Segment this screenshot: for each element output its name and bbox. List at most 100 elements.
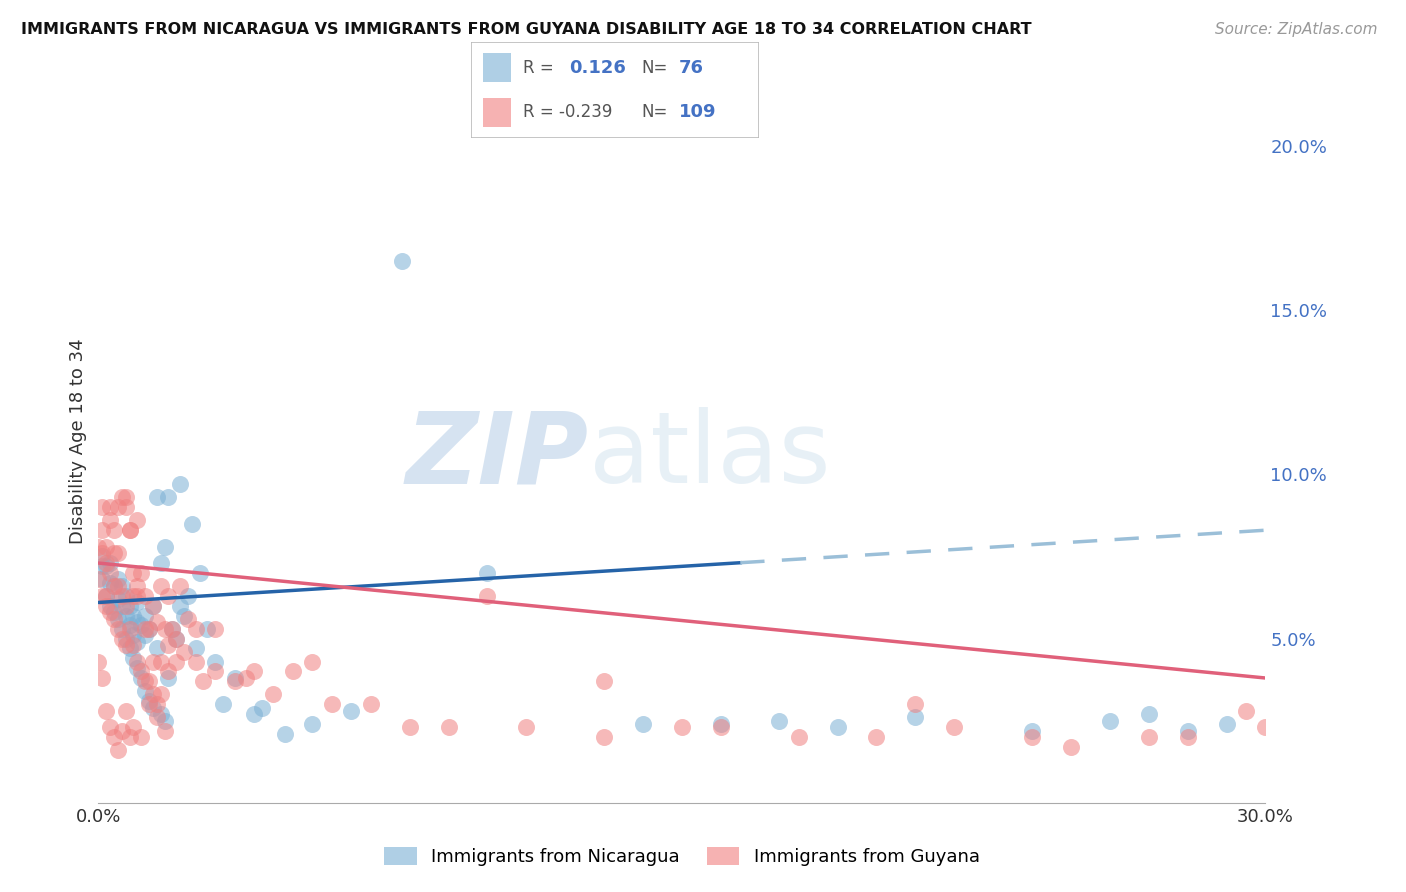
Point xyxy=(1021,730,1043,744)
Point xyxy=(142,687,165,701)
Point xyxy=(87,655,110,669)
Point xyxy=(146,641,169,656)
Point xyxy=(1215,717,1237,731)
Point xyxy=(111,579,134,593)
Point xyxy=(224,671,246,685)
Point xyxy=(1021,723,1043,738)
Point xyxy=(224,674,246,689)
Point xyxy=(96,589,118,603)
Point xyxy=(98,575,121,590)
Point xyxy=(129,566,152,580)
Text: 76: 76 xyxy=(679,59,703,77)
Point xyxy=(127,579,149,593)
Point xyxy=(107,743,129,757)
Text: Source: ZipAtlas.com: Source: ZipAtlas.com xyxy=(1215,22,1378,37)
Point xyxy=(103,730,125,744)
Point xyxy=(184,622,207,636)
Point xyxy=(477,566,499,580)
Point xyxy=(169,599,191,613)
Point xyxy=(477,589,499,603)
Point xyxy=(127,661,149,675)
Point xyxy=(138,698,160,712)
Point xyxy=(98,566,121,580)
Point xyxy=(710,717,733,731)
Text: IMMIGRANTS FROM NICARAGUA VS IMMIGRANTS FROM GUYANA DISABILITY AGE 18 TO 34 CORR: IMMIGRANTS FROM NICARAGUA VS IMMIGRANTS … xyxy=(21,22,1032,37)
Point xyxy=(1177,723,1199,738)
Point xyxy=(138,622,160,636)
Point xyxy=(98,513,121,527)
Point xyxy=(91,500,114,515)
Point xyxy=(118,523,141,537)
Point xyxy=(127,615,149,630)
Y-axis label: Disability Age 18 to 34: Disability Age 18 to 34 xyxy=(69,339,87,544)
Point xyxy=(134,674,156,689)
Point xyxy=(91,573,114,587)
Point xyxy=(1254,720,1277,734)
Point xyxy=(98,556,121,570)
Point xyxy=(1060,739,1083,754)
Point xyxy=(184,655,207,669)
Point xyxy=(250,700,273,714)
Point xyxy=(149,687,172,701)
Point xyxy=(118,730,141,744)
Point xyxy=(96,559,118,574)
Point xyxy=(274,727,297,741)
Point xyxy=(173,645,195,659)
Point xyxy=(904,710,927,724)
Point xyxy=(122,720,145,734)
Point xyxy=(96,540,118,554)
Point xyxy=(91,523,114,537)
Point xyxy=(149,707,172,722)
Point xyxy=(391,253,413,268)
Point xyxy=(593,730,616,744)
Point xyxy=(134,622,156,636)
Point xyxy=(631,717,654,731)
Text: 0.126: 0.126 xyxy=(569,59,626,77)
Point xyxy=(146,710,169,724)
Point xyxy=(301,655,323,669)
Point xyxy=(138,622,160,636)
Point xyxy=(142,599,165,613)
Point xyxy=(437,720,460,734)
Point xyxy=(281,665,304,679)
Point xyxy=(122,628,145,642)
Point xyxy=(114,704,136,718)
Point xyxy=(768,714,790,728)
Point xyxy=(162,622,184,636)
Point xyxy=(204,665,226,679)
Point xyxy=(138,694,160,708)
Bar xyxy=(482,98,512,127)
Point xyxy=(243,707,266,722)
Point xyxy=(122,638,145,652)
Text: R =: R = xyxy=(523,59,554,77)
Point xyxy=(149,655,172,669)
Point xyxy=(169,579,191,593)
Point xyxy=(142,700,165,714)
Point xyxy=(107,612,129,626)
Text: atlas: atlas xyxy=(589,408,830,505)
Point xyxy=(134,628,156,642)
Point xyxy=(91,589,114,603)
Point xyxy=(157,589,180,603)
Point xyxy=(103,523,125,537)
Point xyxy=(122,589,145,603)
Point xyxy=(188,566,211,580)
Text: ZIP: ZIP xyxy=(405,408,589,505)
Point xyxy=(134,684,156,698)
Point xyxy=(157,665,180,679)
Point xyxy=(321,698,343,712)
Point xyxy=(122,651,145,665)
Point xyxy=(165,655,187,669)
Point xyxy=(114,608,136,623)
Point xyxy=(129,665,152,679)
Point xyxy=(107,573,129,587)
Point xyxy=(169,477,191,491)
Point xyxy=(710,720,733,734)
Text: N=: N= xyxy=(641,103,668,121)
Point xyxy=(127,595,149,609)
Point xyxy=(153,622,176,636)
Point xyxy=(129,618,152,632)
Point xyxy=(1098,714,1121,728)
Point xyxy=(96,589,118,603)
Legend: Immigrants from Nicaragua, Immigrants from Guyana: Immigrants from Nicaragua, Immigrants fr… xyxy=(377,839,987,873)
